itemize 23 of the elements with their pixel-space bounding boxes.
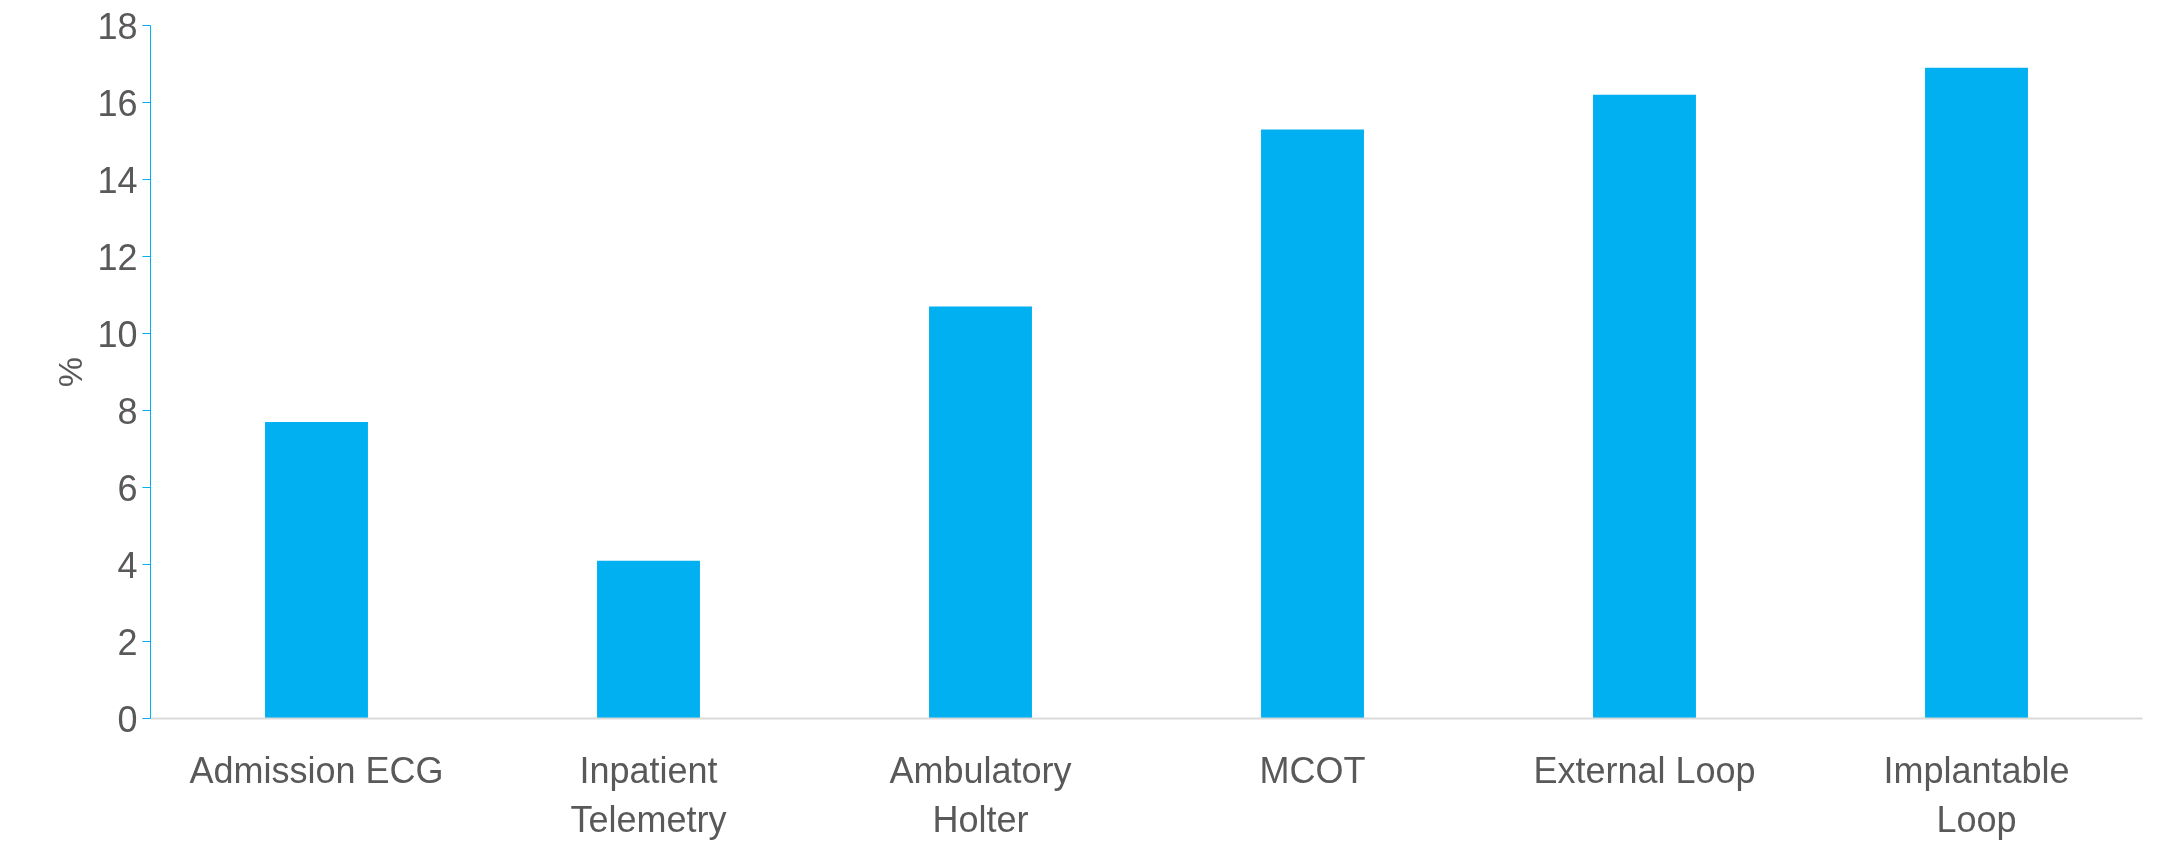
bar bbox=[929, 306, 1032, 719]
x-tick-label: MCOT bbox=[1259, 749, 1366, 791]
y-tick-label: 6 bbox=[117, 467, 138, 509]
y-tick-label: 10 bbox=[97, 313, 138, 355]
y-tick-label: 4 bbox=[117, 544, 138, 586]
y-tick-label: 0 bbox=[117, 698, 138, 740]
y-tick-label: 2 bbox=[117, 621, 138, 663]
x-tick-label: External Loop bbox=[1533, 749, 1756, 791]
x-tick-label: Implantable Loop bbox=[1883, 749, 2070, 840]
y-tick-label: 12 bbox=[97, 236, 138, 278]
y-axis-title: % bbox=[51, 356, 90, 388]
bar bbox=[265, 422, 368, 719]
bar bbox=[1261, 129, 1364, 719]
y-tick-label: 14 bbox=[97, 159, 138, 201]
y-tick-label: 16 bbox=[97, 82, 138, 124]
y-tick-label: 18 bbox=[97, 5, 138, 47]
bar bbox=[597, 560, 700, 719]
x-tick-label: Ambulatory Holter bbox=[889, 749, 1072, 840]
bar bbox=[1925, 67, 2028, 719]
bar bbox=[1593, 94, 1696, 719]
x-tick-label: Inpatient Telemetry bbox=[570, 749, 727, 840]
y-tick-label: 8 bbox=[117, 390, 138, 432]
x-tick-label: Admission ECG bbox=[189, 749, 444, 791]
